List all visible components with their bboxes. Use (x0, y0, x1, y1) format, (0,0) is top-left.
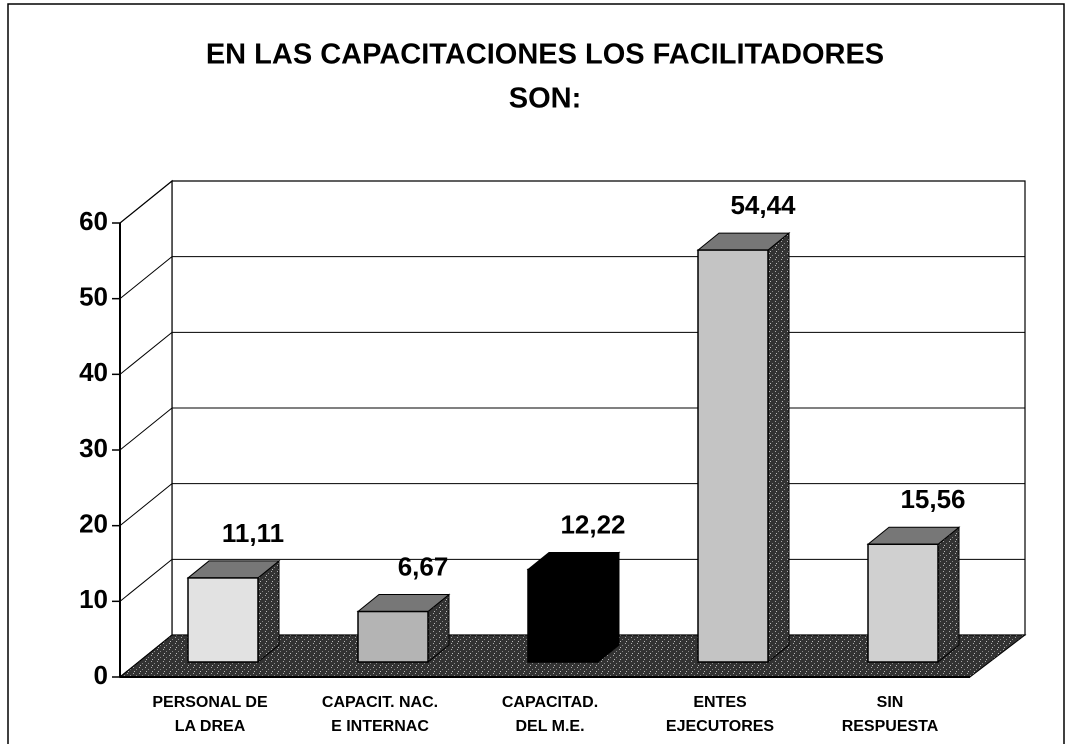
x-tick-label: PERSONAL DE (152, 694, 268, 711)
x-tick-label: CAPACITAD. (502, 694, 598, 711)
bar (867, 543, 939, 663)
y-tick-label: 60 (79, 206, 108, 236)
chart-title: SON: (509, 83, 582, 115)
x-tick-label: SIN (877, 694, 904, 711)
x-tick-label: DEL M.E. (515, 718, 584, 735)
bar-side (597, 551, 620, 664)
bar (357, 610, 429, 663)
value-label: 6,67 (398, 551, 449, 581)
y-tick-label: 0 (94, 660, 108, 690)
x-tick-label: CAPACIT. NAC. (322, 694, 438, 711)
x-tick-label: RESPUESTA (842, 718, 939, 735)
value-label: 11,11 (222, 518, 284, 548)
value-label: 12,22 (560, 509, 625, 539)
y-tick-label: 10 (79, 584, 108, 614)
y-tick-label: 50 (79, 282, 108, 312)
frame (7, 3, 1065, 744)
bar-side (767, 232, 790, 664)
x-tick-label: E INTERNAC (331, 718, 429, 735)
y-tick-label: 20 (79, 509, 108, 539)
chart-title: EN LAS CAPACITACIONES LOS FACILITADORES (206, 39, 884, 71)
bar-side (937, 526, 960, 664)
x-tick-label: EJECUTORES (666, 718, 775, 735)
grid-line (119, 180, 1025, 224)
bar-side (257, 559, 280, 664)
y-tick-label: 30 (79, 433, 108, 463)
bar (697, 249, 769, 663)
x-tick-label: LA DREA (175, 718, 246, 735)
x-tick-label: ENTES (693, 694, 747, 711)
value-label: 15,56 (900, 484, 965, 514)
bar (187, 577, 259, 663)
value-label: 54,44 (730, 190, 796, 220)
y-tick-label: 40 (79, 357, 108, 387)
bar (527, 568, 599, 663)
